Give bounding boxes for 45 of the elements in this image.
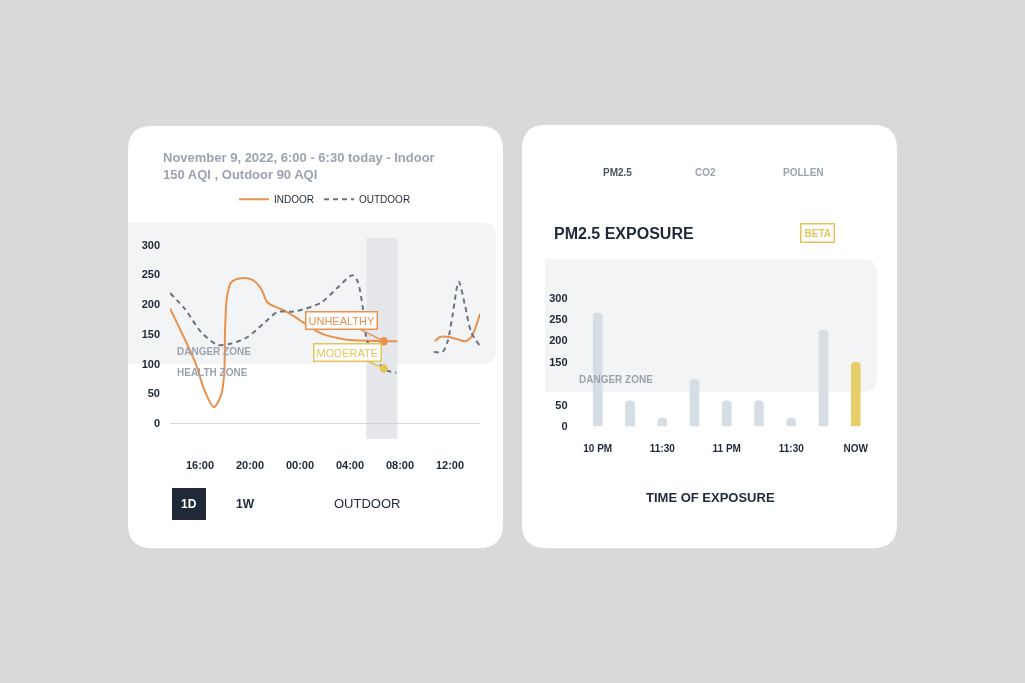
bar xyxy=(721,400,732,427)
text: 1W xyxy=(236,497,255,511)
x-tick-label: 11:30 xyxy=(778,443,805,455)
y-tick-label: 150 xyxy=(141,327,160,340)
band-label: DANGER ZONE xyxy=(579,374,654,385)
chart-title: PM2.5 EXPOSURE xyxy=(554,225,694,242)
x-tick-label: 11 PM xyxy=(712,443,741,455)
annotation: UNHEALTHY xyxy=(308,314,375,327)
y-tick-label: 300 xyxy=(141,238,160,251)
y-tick-label: 50 xyxy=(555,398,568,411)
text: 1D xyxy=(181,497,197,511)
legend-label: OUTDOOR xyxy=(359,194,411,206)
x-tick-label: NOW xyxy=(843,443,869,455)
chart-title: November 9, 2022, 6:00 - 6:30 today - Indoor 150 AQI , Outdoor 90 AQI xyxy=(163,150,435,182)
x-tick-label: 08:00 xyxy=(385,459,415,472)
y-tick-label: 100 xyxy=(141,357,160,370)
x-tick-label: 04:00 xyxy=(335,459,365,472)
x-tick-label: 12:00 xyxy=(435,459,465,472)
y-tick-label: 50 xyxy=(147,387,160,400)
x-tick-label: 10 PM xyxy=(583,443,613,455)
y-tick-label: 0 xyxy=(153,417,160,430)
x-axis-title: TIME OF EXPOSURE xyxy=(646,490,775,505)
bar xyxy=(754,400,764,427)
y-tick-label: 200 xyxy=(141,298,160,311)
text: OUTDOOR xyxy=(334,496,401,511)
text: CO2 xyxy=(695,167,716,178)
bar xyxy=(625,400,635,427)
bar xyxy=(818,329,829,427)
bar xyxy=(850,361,861,427)
y-tick-label: 250 xyxy=(549,313,568,325)
y-tick-label: 250 xyxy=(141,268,160,281)
y-tick-label: 300 xyxy=(549,291,568,304)
x-tick-label: 20:00 xyxy=(235,459,265,472)
bar xyxy=(689,379,700,427)
y-tick-label: 200 xyxy=(549,334,568,347)
x-tick-label: 11:30 xyxy=(649,443,676,455)
x-tick-label: 00:00 xyxy=(285,459,315,472)
legend-label: INDOOR xyxy=(274,194,314,206)
y-tick-label: 0 xyxy=(561,420,568,433)
x-tick-label: 16:00 xyxy=(185,459,215,472)
text: PM2.5 xyxy=(603,167,633,178)
text: BETA xyxy=(804,227,831,239)
text: POLLEN xyxy=(783,167,824,178)
annotation: MODERATE xyxy=(316,346,379,359)
y-tick-label: 150 xyxy=(549,355,568,368)
